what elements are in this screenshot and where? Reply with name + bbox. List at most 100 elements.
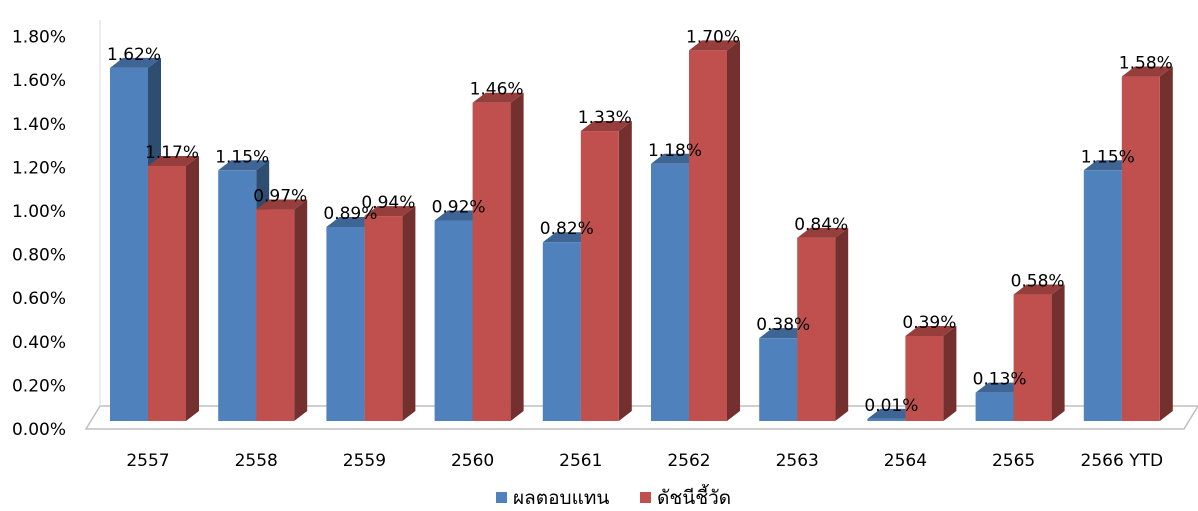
data-label: 0.38% [756, 315, 810, 335]
x-tick-label: 2559 [343, 451, 386, 471]
bar-front-face [1083, 170, 1122, 421]
bar-front-face [759, 338, 798, 421]
bar-top-face [689, 40, 740, 51]
data-label: 0.01% [864, 396, 918, 416]
x-tick-label: 2557 [126, 451, 169, 471]
bar-benchmark-2562 [689, 40, 740, 422]
data-label: 1.15% [215, 147, 269, 167]
bar-top-face [1013, 284, 1065, 295]
bar-front-face [1013, 294, 1052, 421]
bar-top-face [148, 155, 199, 166]
bar-side-face [835, 227, 849, 421]
bar-side-face [727, 40, 740, 422]
data-labels: 1.62% 1.17% 1.15% 0.97% 0.89%0.94% 0.92% 1.46%… [107, 27, 1173, 415]
bars [110, 40, 1173, 422]
bar-side-face [1159, 66, 1173, 421]
bar-top-face [256, 199, 308, 210]
bar-side-face [943, 325, 957, 421]
bar-front-face [326, 226, 365, 421]
y-tick-label: 0.40% [12, 333, 66, 353]
bar-side-face [402, 206, 416, 421]
data-label: 1.18% [648, 141, 702, 161]
data-label: 0.39% [902, 313, 956, 333]
bar-side-face [510, 92, 524, 421]
data-label: 1.62% [107, 45, 161, 65]
bar-side-face [294, 199, 308, 421]
bar-top-face [218, 160, 270, 171]
legend-label: ผลตอบแทน [513, 487, 609, 509]
bar-benchmark-2566-YTD [1121, 66, 1173, 421]
bar-front-face [218, 170, 257, 421]
x-tick-label: 2562 [667, 451, 710, 471]
x-tick-label: 2563 [776, 451, 819, 471]
bar-front-face [364, 216, 403, 421]
data-label: 0.94% [361, 193, 415, 213]
data-label: 1.33% [578, 108, 632, 128]
x-tick-label: 2565 [992, 451, 1035, 471]
bar-top-face [797, 227, 849, 238]
bar-benchmark-2559 [364, 206, 416, 421]
legend-swatch [496, 492, 507, 503]
y-tick-label: 0.60% [12, 289, 66, 309]
bar-benchmark-2563 [797, 227, 849, 421]
x-tick-label: 2561 [559, 451, 602, 471]
bar-benchmark-2558 [256, 199, 308, 421]
y-axis: 0.00% 0.20% 0.40% 0.60% 0.80% 1.00% 1.20% 1.40%… [12, 28, 66, 440]
legend-swatch [640, 492, 651, 503]
y-tick-label: 0.80% [12, 246, 66, 266]
bar-side-face [1051, 284, 1065, 421]
bar-top-face [110, 57, 161, 68]
bar-front-face [472, 102, 511, 421]
y-tick-label: 1.00% [12, 202, 66, 222]
bar-front-face [256, 209, 295, 421]
y-tick-label: 1.20% [12, 158, 66, 178]
bar-top-face [364, 206, 416, 217]
bar-front-face [542, 242, 581, 421]
x-tick-label: 2558 [235, 451, 278, 471]
data-label: 1.70% [686, 27, 740, 47]
x-tick-label: 2566 YTD [1081, 451, 1164, 471]
data-label: 0.58% [1011, 272, 1065, 292]
bar-top-face [472, 92, 524, 103]
y-tick-label: 0.20% [12, 376, 66, 396]
data-label: 0.82% [540, 219, 594, 239]
bar-side-face [618, 121, 632, 421]
bar-top-face [580, 121, 632, 132]
bar-front-face [110, 67, 148, 421]
y-tick-label: 1.60% [12, 71, 66, 91]
data-label: 0.89% [323, 204, 377, 224]
x-tick-label: 2564 [884, 451, 927, 471]
bar-front-face [905, 335, 944, 421]
bar-benchmark-2560 [472, 92, 524, 421]
bar-front-face [580, 131, 619, 421]
bar-benchmark-2564 [905, 325, 957, 421]
bar-front-face [867, 418, 906, 421]
data-label: 1.15% [1081, 147, 1135, 167]
legend-label: ดัชนีชี้วัด [657, 484, 731, 509]
bar-front-face [689, 50, 727, 422]
x-tick-label: 2560 [451, 451, 494, 471]
bar-top-face [1121, 66, 1173, 77]
data-label: 1.17% [145, 143, 199, 163]
bar-benchmark-2565 [1013, 284, 1065, 421]
bar-top-face [905, 325, 957, 336]
bar-front-face [148, 165, 186, 421]
data-label: 1.58% [1119, 54, 1173, 74]
bar-front-face [651, 163, 689, 421]
data-label: 1.46% [470, 80, 524, 100]
bar-side-face [186, 155, 199, 421]
y-tick-label: 1.40% [12, 115, 66, 135]
bar-front-face [797, 237, 836, 421]
bar-benchmark-2557 [148, 155, 199, 421]
bar-front-face [975, 392, 1014, 421]
bar-front-face [1121, 76, 1160, 421]
y-tick-label: 0.00% [12, 420, 66, 440]
data-label: 0.84% [794, 215, 848, 235]
legend: ผลตอบแทน ดัชนีชี้วัด [496, 484, 731, 509]
bar-front-face [434, 220, 473, 421]
y-tick-label: 1.80% [12, 28, 66, 48]
data-label: 0.92% [432, 197, 486, 217]
data-label: 0.13% [973, 370, 1027, 390]
